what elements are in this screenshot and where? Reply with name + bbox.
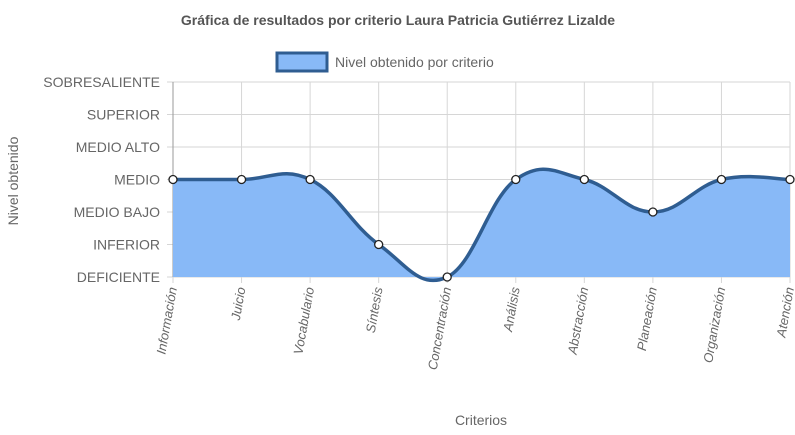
plot-area xyxy=(168,167,795,283)
legend[interactable]: Nivel obtenido por criterio xyxy=(275,51,494,73)
data-point[interactable] xyxy=(716,174,727,185)
data-point[interactable] xyxy=(236,174,247,185)
data-point[interactable] xyxy=(442,272,452,282)
y-axis: DEFICIENTE INFERIOR MEDIO BAJO MEDIO MEDIO A… xyxy=(43,74,160,285)
y-tick-label: INFERIOR xyxy=(93,237,160,253)
x-tick-label: Atención xyxy=(773,286,795,339)
y-tick-label: SUPERIOR xyxy=(87,107,160,123)
y-tick-label: DEFICIENTE xyxy=(77,269,160,285)
data-point[interactable] xyxy=(785,174,795,185)
series-line xyxy=(173,167,791,283)
x-tick-label: Abstracción xyxy=(565,286,592,356)
y-tick-label: SOBRESALIENTE xyxy=(43,74,160,90)
x-tick-label: Juicio xyxy=(228,286,249,322)
x-tick-label: Concentración xyxy=(425,286,454,371)
chart-title: Gráfica de resultados por criterio Laura… xyxy=(181,12,615,28)
data-point[interactable] xyxy=(305,174,315,185)
x-tick-label: Análisis xyxy=(500,285,523,333)
legend-label: Nivel obtenido por criterio xyxy=(335,54,494,70)
y-axis-label: Nivel obtenido xyxy=(5,136,21,225)
data-point[interactable] xyxy=(168,174,178,185)
data-point[interactable] xyxy=(579,174,589,185)
x-tick-label: Organización xyxy=(700,286,728,364)
x-axis-label: Criterios xyxy=(455,412,507,428)
x-axis: Información Juicio Vocabulario Síntesis Conc… xyxy=(153,285,795,371)
y-tick-label: MEDIO ALTO xyxy=(76,139,160,155)
series-area-fill xyxy=(173,169,790,281)
data-point[interactable] xyxy=(511,174,521,185)
data-point[interactable] xyxy=(374,239,384,250)
y-tick-label: MEDIO BAJO xyxy=(74,204,160,220)
x-tick-label: Información xyxy=(153,286,180,355)
y-tick-label: MEDIO xyxy=(114,172,160,188)
x-tick-label: Vocabulario xyxy=(290,286,317,356)
data-point[interactable] xyxy=(648,207,658,217)
legend-swatch xyxy=(275,51,329,73)
x-tick-label: Síntesis xyxy=(363,285,386,334)
x-tick-label: Planeación xyxy=(634,286,660,352)
